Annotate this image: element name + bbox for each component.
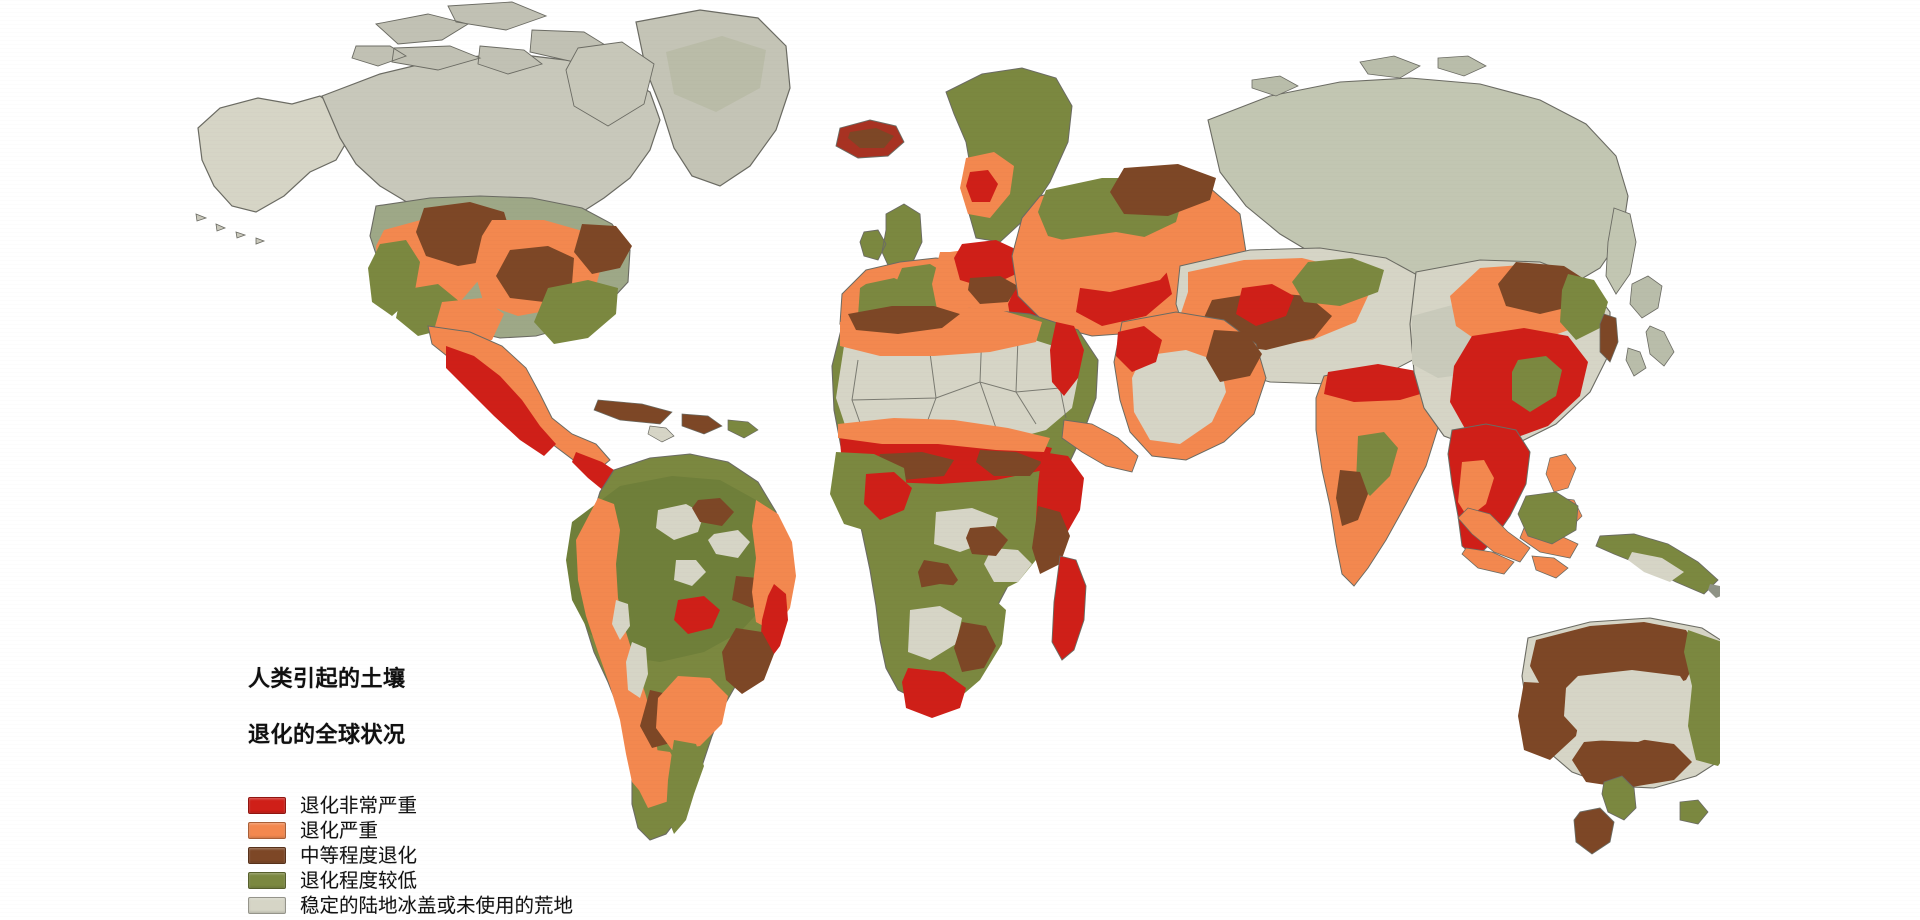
- amazon-moderate-patches: [692, 498, 768, 608]
- map-legend: 人类引起的土壤 退化的全球状况 退化非常严重 退化严重 中等程度退化 退化程度较…: [248, 638, 668, 918]
- tasmania: [1679, 799, 1709, 825]
- sahel-moderate-patches: [876, 450, 1042, 480]
- korea-peninsula: [1599, 313, 1619, 363]
- legend-label-moderate: 中等程度退化: [300, 843, 418, 867]
- new-zealand-north: [1601, 775, 1637, 821]
- congo-stable-patches: [934, 508, 1032, 582]
- legend-label-low: 退化程度较低: [300, 868, 418, 892]
- manchuria-low: [1560, 274, 1608, 340]
- region-asia: [1113, 55, 1720, 598]
- legend-item-stable: 稳定的陆地冰盖或未使用的荒地: [248, 893, 668, 918]
- se-china-low-patch: [1512, 356, 1562, 412]
- indochina-severe-patch: [1458, 460, 1494, 518]
- sahel-severe-edge: [838, 418, 1050, 452]
- patagonia-low: [666, 740, 704, 834]
- baffin-island: [565, 41, 655, 127]
- himalaya-verysevere: [1324, 364, 1434, 402]
- congo-moderate-patches: [918, 526, 1008, 596]
- australia-stable-interior: [1564, 670, 1696, 742]
- world-map: [180, 0, 1720, 900]
- new-guinea-stable-patch: [1628, 552, 1684, 582]
- legend-label-very-severe: 退化非常严重: [300, 793, 418, 817]
- legend-label-severe: 退化严重: [300, 818, 379, 842]
- legend-item-very-severe: 退化非常严重: [248, 793, 668, 818]
- legend-swatch-severe: [248, 821, 286, 839]
- andes-severe-band: [576, 498, 658, 796]
- eastern-europe-moderate: [1110, 164, 1216, 216]
- caribbean-islands: [593, 399, 759, 443]
- west-africa-verysevere: [864, 472, 912, 520]
- legend-item-low: 退化程度较低: [248, 868, 668, 893]
- kamchatka: [1605, 207, 1637, 295]
- ukraine-severe: [1052, 232, 1178, 292]
- australia-moderate-south: [1572, 738, 1692, 788]
- japan-islands: [1625, 275, 1675, 377]
- legend-label-stable: 稳定的陆地冰盖或未使用的荒地: [300, 893, 574, 917]
- world-map-svg: [195, 1, 1720, 855]
- landmass-siberia: [1207, 77, 1629, 301]
- caspian-verysevere: [1236, 284, 1294, 326]
- levant-verysevere: [1116, 326, 1162, 372]
- region-oceania: [1518, 617, 1720, 855]
- indonesia-islands: [1457, 507, 1579, 579]
- region-africa: [830, 306, 1139, 718]
- borneo: [1517, 491, 1579, 545]
- legend-title: 人类引起的土壤 退化的全球状况: [248, 638, 668, 779]
- legend-swatch-very-severe: [248, 796, 286, 814]
- alps-moderate: [968, 276, 1018, 304]
- amazon-stable-patches: [656, 504, 750, 586]
- australia-low-east: [1684, 630, 1720, 766]
- legend-swatch-low: [248, 871, 286, 889]
- brazil-interior-verysevere: [674, 596, 720, 634]
- region-south-america: [566, 453, 796, 841]
- pacific-islands: [1708, 584, 1720, 598]
- madagascar: [1051, 555, 1087, 661]
- legend-title-line-2: 退化的全球状况: [248, 723, 406, 749]
- usa-degradation-patches: [368, 202, 632, 348]
- southern-africa-stable: [908, 606, 962, 660]
- india-low-patch: [1356, 432, 1398, 496]
- horn-of-africa: [1061, 419, 1139, 473]
- legend-item-severe: 退化严重: [248, 818, 668, 843]
- greenland-tundra-patch: [666, 36, 766, 112]
- landmass-alaska: [197, 95, 351, 213]
- nile-verysevere: [1050, 322, 1084, 396]
- south-africa-verysevere: [902, 668, 966, 718]
- zagros-moderate: [1206, 330, 1262, 382]
- southern-africa-moderate: [954, 622, 996, 672]
- maghreb-moderate: [848, 306, 960, 334]
- aleutian-islands: [195, 213, 266, 245]
- india-moderate-patch: [1336, 470, 1368, 526]
- scandinavia-verysevere: [966, 170, 998, 202]
- central-europe-verysevere: [954, 240, 1022, 288]
- legend-swatch-moderate: [248, 846, 286, 864]
- region-north-america: [195, 1, 791, 510]
- kazakh-low: [1292, 258, 1384, 306]
- siberia-north-islands: [1251, 55, 1487, 97]
- legend-item-moderate: 中等程度退化: [248, 843, 668, 868]
- mexico-severe-patch: [446, 346, 556, 456]
- legend-items: 退化非常严重 退化严重 中等程度退化 退化程度较低 稳定的陆地冰盖或未使用的荒地: [248, 793, 668, 918]
- arabia-stable: [1132, 350, 1226, 444]
- new-zealand-south: [1573, 807, 1615, 855]
- andes-stable-spine: [612, 600, 648, 698]
- iceland-moderate: [848, 128, 894, 148]
- legend-title-line-1: 人类引起的土壤: [248, 667, 406, 693]
- legend-swatch-stable: [248, 896, 286, 914]
